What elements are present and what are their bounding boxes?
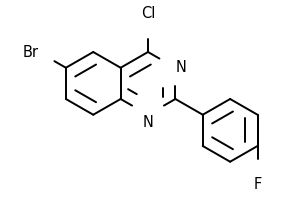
Text: Cl: Cl xyxy=(141,6,155,21)
Text: F: F xyxy=(253,177,262,192)
Text: Br: Br xyxy=(22,45,38,60)
Text: N: N xyxy=(175,60,186,75)
Text: N: N xyxy=(143,115,153,130)
